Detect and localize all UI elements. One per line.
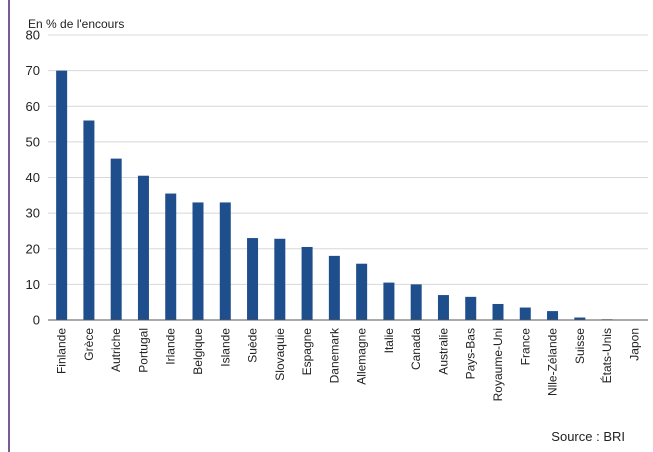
bar — [492, 303, 504, 320]
x-category-label: Irlande — [164, 328, 178, 365]
bar — [165, 193, 177, 320]
y-axis-unit-label: En % de l'encours — [28, 17, 124, 31]
bar — [410, 284, 422, 320]
x-category-label: Allemagne — [355, 328, 369, 385]
y-tick-label: 0 — [33, 313, 40, 328]
y-tick-label: 40 — [26, 170, 40, 185]
y-tick-label: 10 — [26, 277, 40, 292]
bar — [274, 238, 286, 320]
y-axis-ticks: 0 10 20 30 40 50 60 70 80 — [26, 28, 40, 328]
x-category-label: Slovaquie — [273, 328, 287, 381]
y-tick-label: 80 — [26, 28, 40, 43]
bar — [219, 202, 231, 320]
left-border-accent — [0, 0, 10, 452]
x-category-label: Nlle-Zélande — [546, 328, 560, 396]
y-tick-label: 20 — [26, 241, 40, 256]
y-tick-label: 30 — [26, 206, 40, 221]
bar — [137, 175, 149, 320]
x-category-label: Belgique — [191, 328, 205, 375]
bar — [110, 158, 122, 320]
bar — [383, 282, 395, 320]
x-category-label: Finlande — [55, 328, 69, 374]
x-category-label: Grèce — [82, 328, 96, 361]
y-tick-label: 60 — [26, 99, 40, 114]
x-category-label: Danemark — [327, 327, 341, 383]
x-category-label: Suisse — [573, 328, 587, 364]
x-category-label: Portugal — [136, 328, 150, 373]
bar — [547, 311, 559, 320]
bar — [328, 255, 340, 320]
bar — [247, 238, 259, 320]
x-category-label: Canada — [409, 328, 423, 370]
bar — [465, 296, 477, 320]
x-axis-labels: Finlande Grèce Autriche Portugal Irlande Belg… — [55, 327, 642, 401]
x-category-label: Autriche — [109, 328, 123, 372]
x-category-label: France — [518, 328, 532, 366]
bar — [437, 295, 449, 320]
y-tick-label: 70 — [26, 63, 40, 78]
bar — [301, 246, 313, 320]
x-category-label: Pays-Bas — [464, 328, 478, 379]
source-note: Source : BRI — [551, 429, 625, 444]
x-category-label: Suède — [246, 328, 260, 363]
bar — [356, 263, 368, 320]
x-category-label: Japon — [627, 328, 641, 361]
bar — [83, 120, 95, 320]
bar — [192, 202, 204, 320]
bar — [574, 317, 586, 320]
x-category-label: États-Unis — [599, 328, 614, 383]
x-category-label: Italie — [382, 328, 396, 354]
bar — [519, 307, 531, 320]
x-category-label: Australie — [436, 328, 450, 375]
y-tick-label: 50 — [26, 134, 40, 149]
x-category-label: Royaume-Uni — [491, 328, 505, 401]
bars — [56, 70, 613, 320]
x-category-label: Islande — [218, 328, 232, 367]
bar — [56, 70, 68, 320]
x-category-label: Espagne — [300, 328, 314, 376]
